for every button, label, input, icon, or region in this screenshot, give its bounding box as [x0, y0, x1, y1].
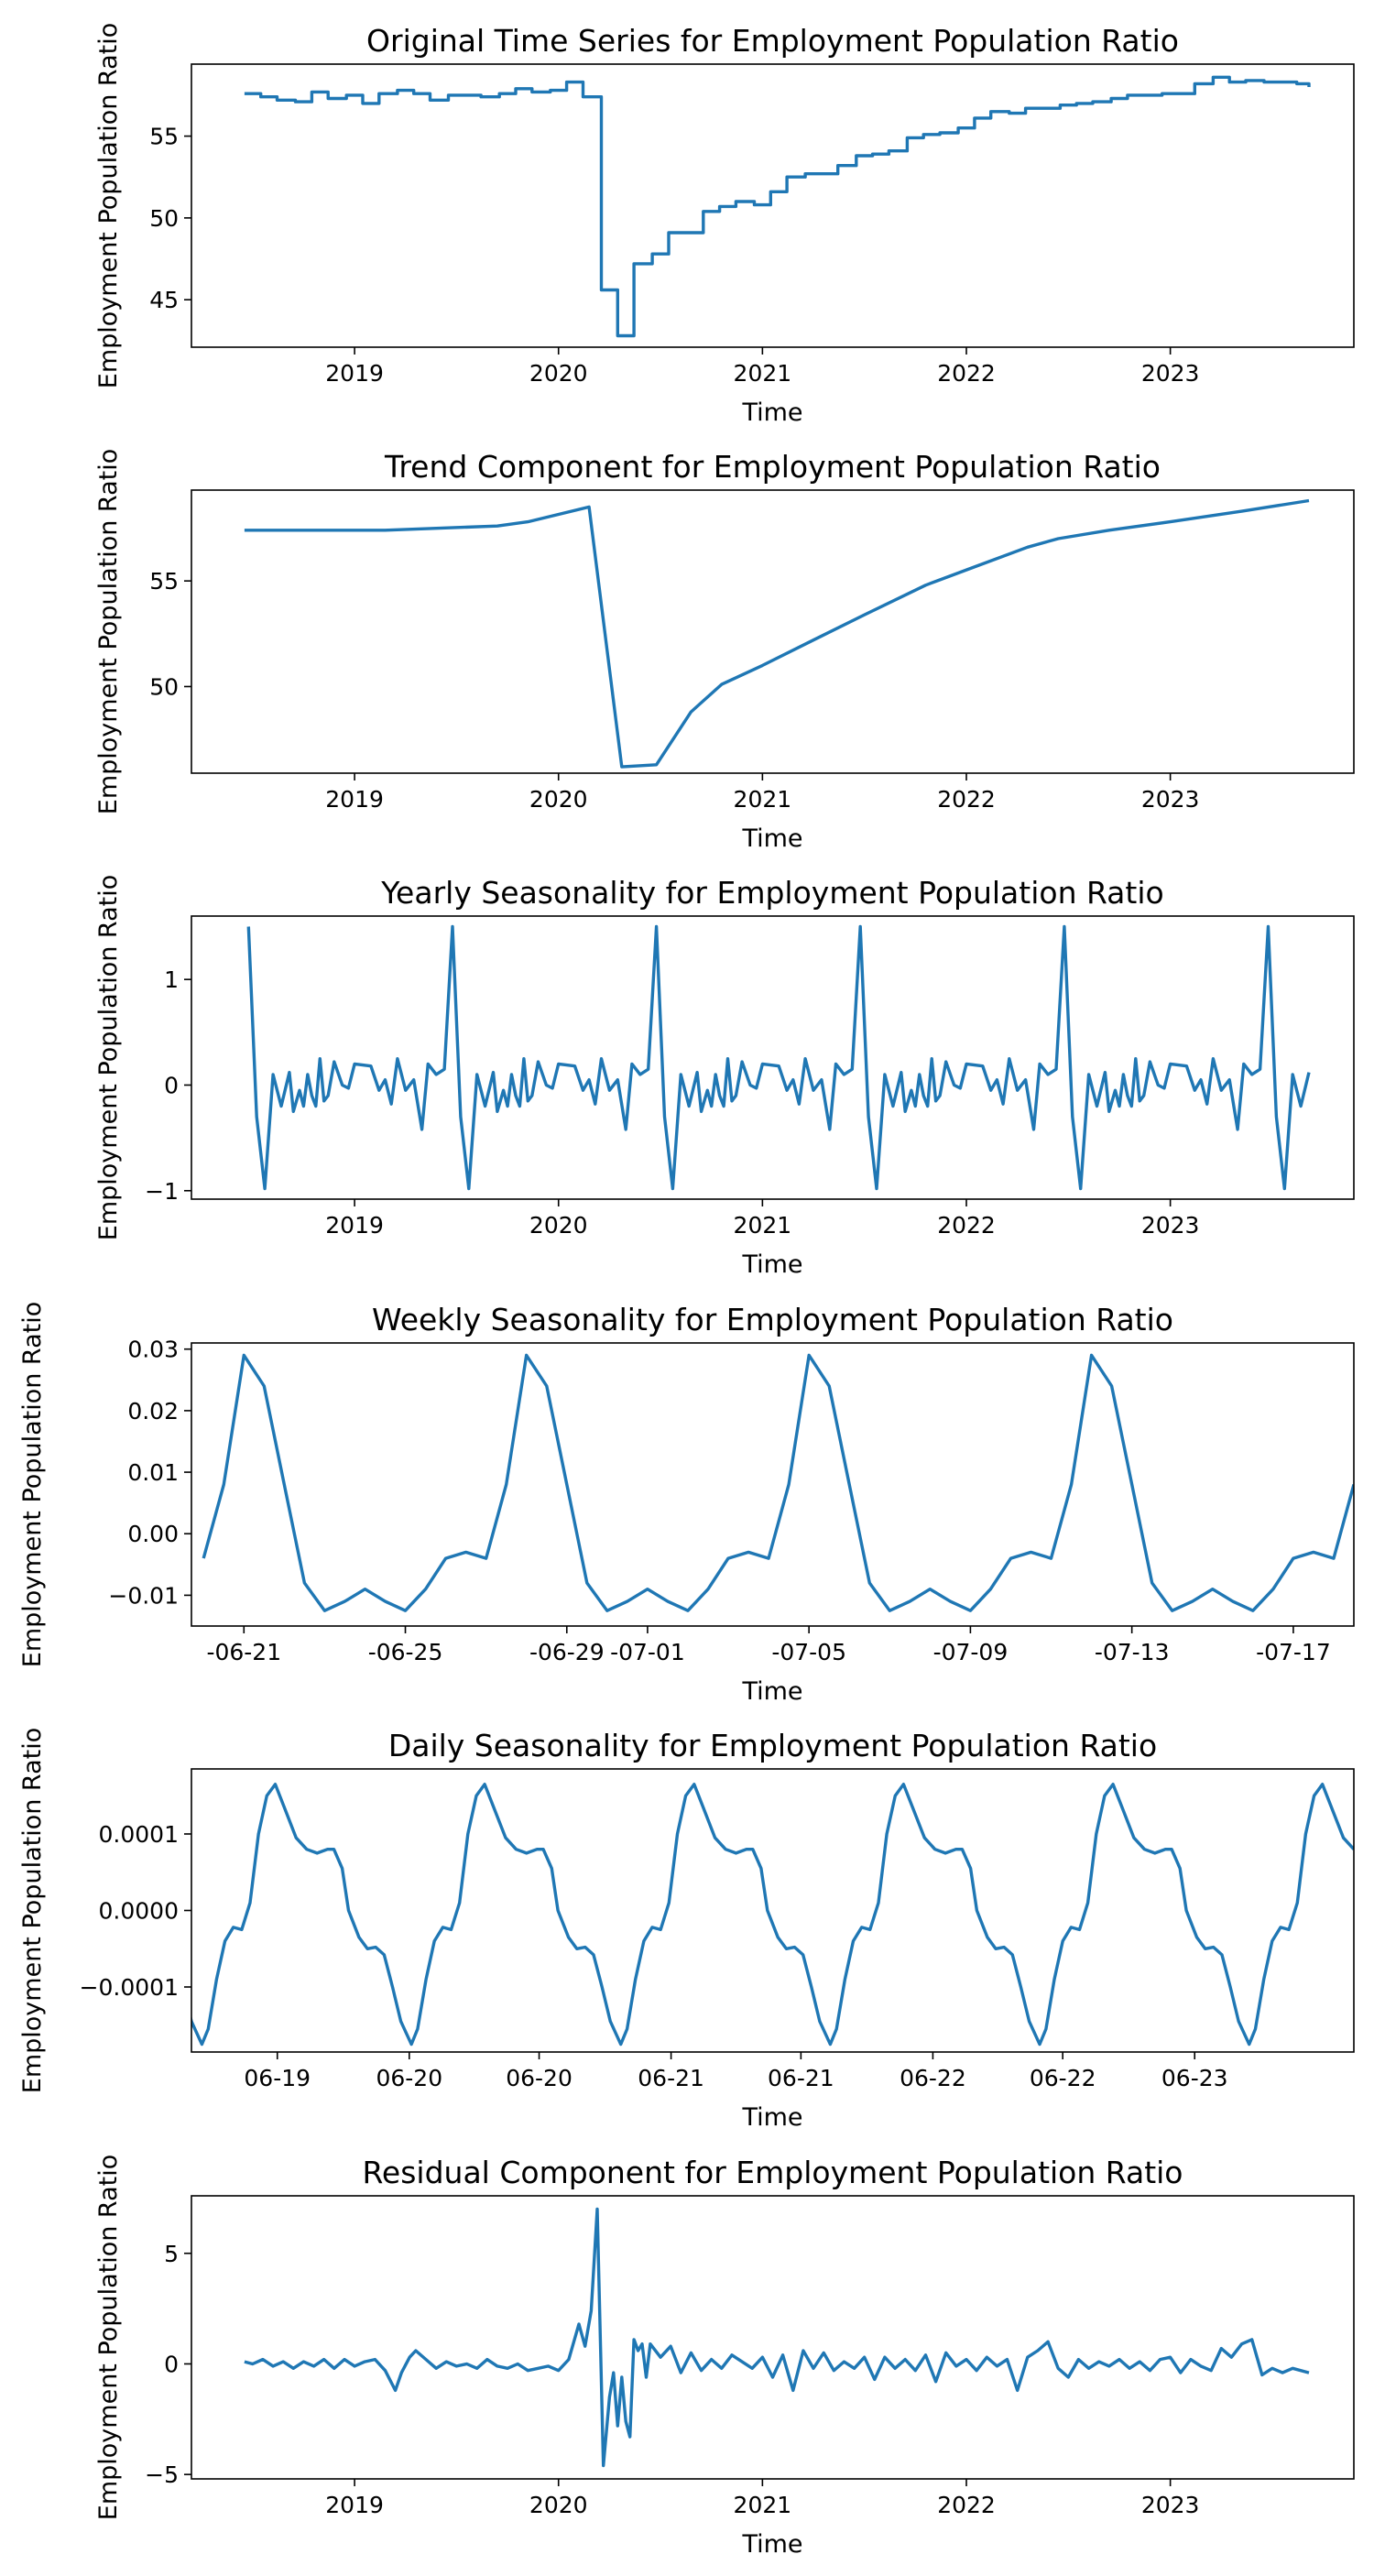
panel-daily-seasonality: Daily Seasonality for Employment Populat… [18, 1728, 1355, 2132]
axes-frame [191, 2195, 1355, 2480]
x-tick-label: 06-20 [376, 2065, 442, 2091]
x-tick-label: 06-23 [1161, 2065, 1228, 2091]
panel-title: Original Time Series for Employment Popu… [366, 23, 1179, 59]
x-tick-label: -06-25 [368, 1639, 443, 1665]
panel-title: Yearly Seasonality for Employment Popula… [380, 875, 1163, 911]
x-tick-label: 2019 [325, 1212, 384, 1239]
x-tick-label: 2022 [937, 2492, 996, 2518]
x-tick-label: 2023 [1141, 786, 1200, 813]
y-tick-label: 0.00 [127, 1521, 179, 1547]
x-tick-label: 2022 [937, 786, 996, 813]
y-tick-label: −0.01 [108, 1582, 179, 1609]
panel-title: Daily Seasonality for Employment Populat… [388, 1728, 1157, 1763]
x-tick-label: 06-21 [638, 2065, 704, 2091]
y-tick-label: 0.02 [127, 1398, 179, 1424]
x-tick-label: -07-05 [771, 1639, 846, 1665]
y-tick-label: 0.03 [127, 1337, 179, 1363]
axes-frame [191, 915, 1355, 1200]
x-tick-label: 2019 [325, 2492, 384, 2518]
x-tick-label: 2019 [325, 786, 384, 813]
x-tick-label: 2021 [734, 360, 792, 387]
x-tick-label: 2023 [1141, 1212, 1200, 1239]
panel-title: Residual Component for Employment Popula… [362, 2155, 1183, 2190]
x-tick-label: 06-20 [506, 2065, 572, 2091]
x-tick-label: 06-22 [900, 2065, 966, 2091]
x-tick-label: 2020 [529, 360, 588, 387]
x-tick-label: 2020 [529, 1212, 588, 1239]
x-tick-label: 2019 [325, 360, 384, 387]
x-axis-label: Time [741, 1677, 802, 1706]
y-tick-label: 5 [164, 2241, 179, 2267]
y-tick-label: 0.0001 [99, 1821, 179, 1848]
y-tick-label: 0.01 [127, 1459, 179, 1486]
x-axis-label: Time [741, 2103, 802, 2132]
x-tick-label: -07-17 [1256, 1639, 1331, 1665]
x-tick-label: 2020 [529, 786, 588, 813]
y-axis-label: Employment Population Ratio [18, 1302, 47, 1667]
y-tick-label: 45 [149, 287, 179, 313]
x-axis-label: Time [741, 398, 802, 427]
x-tick-label: 06-21 [768, 2065, 834, 2091]
x-tick-label: -06-21 [206, 1639, 281, 1665]
x-axis-label: Time [741, 1250, 802, 1279]
series-line [246, 924, 1311, 1191]
x-tick-label: 2022 [937, 1212, 996, 1239]
y-tick-label: 55 [149, 124, 179, 150]
x-tick-label: 2020 [529, 2492, 588, 2518]
series-line [244, 2207, 1310, 2468]
y-tick-label: 0.0000 [99, 1898, 179, 1925]
panel-residual: Residual Component for Employment Popula… [94, 2155, 1355, 2559]
series-line [202, 1353, 1354, 1612]
x-tick-label: -07-01 [610, 1639, 685, 1665]
y-tick-label: −5 [145, 2461, 179, 2488]
x-tick-label: 2021 [734, 1212, 792, 1239]
y-tick-label: 0 [164, 2351, 179, 2377]
y-tick-label: 55 [149, 568, 179, 595]
axes-frame [191, 489, 1355, 774]
y-tick-label: 0 [164, 1072, 179, 1098]
x-tick-label: -07-13 [1095, 1639, 1170, 1665]
x-tick-label: 2023 [1141, 2492, 1200, 2518]
y-tick-label: −0.0001 [80, 1974, 179, 2001]
y-tick-label: 1 [164, 966, 179, 993]
y-tick-label: −1 [145, 1178, 179, 1205]
x-tick-label: 2023 [1141, 360, 1200, 387]
x-axis-label: Time [741, 2530, 802, 2559]
y-tick-label: 50 [149, 205, 179, 232]
panel-title: Trend Component for Employment Populatio… [384, 449, 1161, 485]
x-tick-label: 2021 [734, 2492, 792, 2518]
x-tick-label: 2022 [937, 360, 996, 387]
series-line [191, 1783, 1354, 2047]
axes-frame [191, 63, 1355, 348]
panel-yearly-seasonality: Yearly Seasonality for Employment Popula… [94, 875, 1355, 1279]
panel-weekly-seasonality: Weekly Seasonality for Employment Popula… [18, 1302, 1355, 1706]
series-line [244, 75, 1311, 338]
y-axis-label: Employment Population Ratio [94, 449, 123, 814]
series-line [244, 498, 1310, 769]
x-tick-label: 06-19 [244, 2065, 311, 2091]
y-axis-label: Employment Population Ratio [94, 875, 123, 1240]
axes-frame [191, 1768, 1355, 2053]
panel-title: Weekly Seasonality for Employment Popula… [372, 1302, 1173, 1337]
panel-original: Original Time Series for Employment Popu… [94, 23, 1355, 427]
y-axis-label: Employment Population Ratio [94, 23, 123, 388]
panel-trend: Trend Component for Employment Populatio… [94, 449, 1355, 853]
x-tick-label: 2021 [734, 786, 792, 813]
axes-frame [191, 1342, 1355, 1627]
x-tick-label: -07-09 [933, 1639, 1009, 1665]
y-axis-label: Employment Population Ratio [94, 2155, 123, 2520]
x-tick-label: 06-22 [1030, 2065, 1096, 2091]
y-axis-label: Employment Population Ratio [18, 1728, 47, 2093]
y-tick-label: 50 [149, 673, 179, 700]
x-tick-label: -06-29 [529, 1639, 605, 1665]
x-axis-label: Time [741, 824, 802, 853]
